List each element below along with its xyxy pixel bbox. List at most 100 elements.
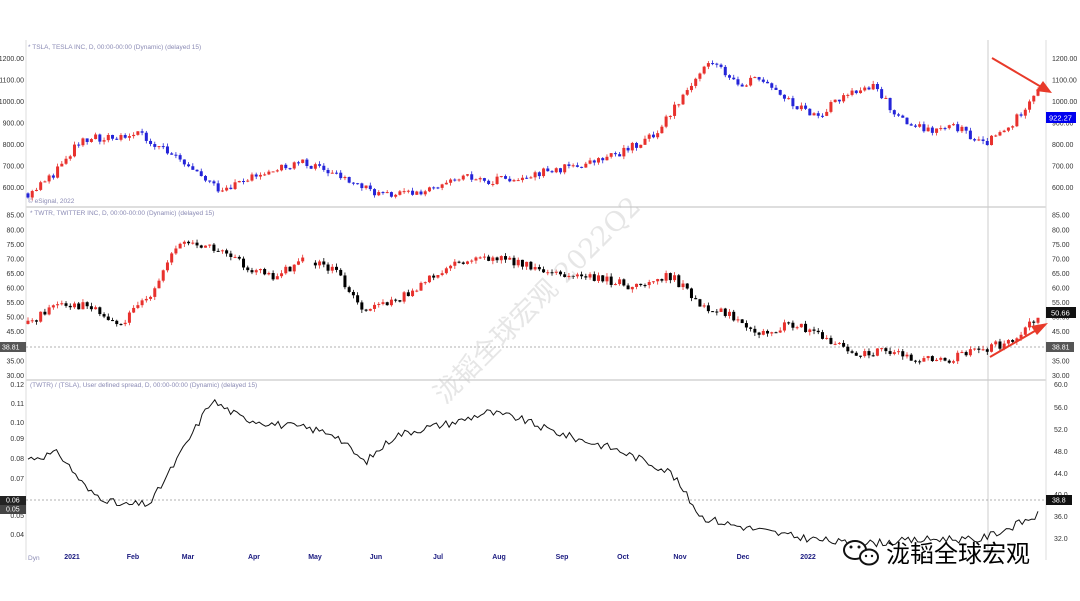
tsla-candle (56, 166, 60, 178)
tsla-candle (968, 130, 972, 140)
tsla-candle (233, 182, 237, 189)
tsla-candle (575, 165, 579, 167)
twtr-candle (111, 320, 115, 322)
tsla-candle (1028, 101, 1032, 110)
twtr-candle (998, 341, 1002, 349)
dyn-label: Dyn (28, 555, 40, 562)
tsla-candle (1032, 95, 1036, 102)
tsla-candle (618, 154, 622, 157)
tsla-candle (26, 193, 30, 198)
twtr-tick-label: 30.00 (1052, 373, 1070, 380)
tsla-candle (64, 158, 68, 164)
month-label: Aug (492, 554, 506, 561)
tsla-candle (884, 97, 888, 99)
tsla-candle (901, 115, 905, 118)
twtr-candle (749, 327, 753, 329)
twtr-candle (77, 303, 81, 310)
tsla-candle (909, 124, 913, 126)
twtr-candle (284, 266, 288, 274)
tsla-candle (191, 166, 195, 170)
twtr-candle (491, 257, 495, 261)
twtr-candle (149, 296, 153, 299)
twtr-candle (165, 262, 169, 271)
tsla-candle (609, 153, 613, 157)
twtr-candle (153, 288, 157, 297)
twtr-candle (740, 319, 744, 324)
tsla-candle (546, 168, 550, 172)
tsla-candle (520, 177, 524, 181)
twtr-candle (850, 351, 854, 353)
tsla-candle (685, 90, 689, 95)
twtr-candle (161, 270, 165, 281)
tsla-candle (601, 158, 605, 161)
tsla-candle (787, 98, 791, 100)
twtr-tick-label: 55.00 (6, 300, 24, 307)
tsla-candle (465, 174, 469, 176)
twtr-tick-label: 45.00 (6, 329, 24, 336)
spread-tick-label: 0.05 (10, 513, 24, 520)
tsla-candle (1011, 126, 1015, 128)
tsla-candle (237, 181, 241, 183)
twtr-candle (436, 274, 440, 278)
tsla-candle (136, 131, 140, 135)
twtr-tick-label: 85.00 (1052, 213, 1070, 220)
twtr-candle (258, 269, 262, 271)
tsla-candle (880, 89, 884, 99)
tsla-candle (292, 162, 296, 169)
tsla-candle (854, 90, 858, 94)
twtr-candle (271, 273, 275, 280)
tsla-candle (533, 172, 537, 178)
tsla-candle (347, 176, 351, 183)
tsla-candle (947, 125, 951, 129)
twtr-candle (609, 276, 613, 285)
tsla-candle (723, 66, 727, 76)
tsla-candle (694, 78, 698, 86)
tsla-candle (888, 97, 892, 111)
spread-badge-left-a (0, 496, 26, 505)
twtr-candle (592, 274, 596, 281)
tsla-candle (461, 175, 465, 180)
tsla-candle (753, 77, 757, 79)
twtr-candle (106, 316, 110, 321)
twtr-candle (267, 273, 271, 275)
tsla-candle (263, 174, 267, 176)
tsla-candle (364, 185, 368, 189)
tsla-price-badge (1046, 112, 1076, 123)
tsla-candle (106, 134, 110, 141)
tsla-candle (740, 84, 744, 87)
twtr-candle (461, 262, 465, 264)
tsla-tick-label-right: 1100.00 (1052, 78, 1077, 85)
twtr-candle (951, 361, 955, 363)
tsla-candle (334, 172, 338, 174)
twtr-candle (119, 324, 123, 326)
tsla-candle (592, 160, 596, 163)
twtr-tick-label: 30.00 (6, 373, 24, 380)
tsla-candle (897, 114, 901, 116)
twtr-candle (799, 323, 803, 328)
twtr-candle (123, 322, 127, 325)
tsla-candle (990, 135, 994, 146)
twtr-candle (60, 303, 64, 305)
tsla-candle (457, 179, 461, 181)
tsla-candle (72, 144, 76, 157)
twtr-tick-label: 85.00 (6, 213, 24, 220)
twtr-candle (394, 299, 398, 301)
twtr-candle (554, 271, 558, 273)
twtr-candle (237, 256, 241, 259)
tsla-candle (977, 139, 981, 141)
twtr-candle (558, 271, 562, 275)
tsla-candle (487, 180, 491, 185)
twtr-candle (449, 265, 453, 269)
twtr-candle (288, 266, 292, 272)
twtr-candle (960, 352, 964, 354)
tsla-tick-label: 1100.00 (0, 78, 24, 85)
tsla-candle (491, 183, 495, 185)
tsla-candle (115, 138, 119, 140)
twtr-candle (677, 275, 681, 288)
twtr-candle (51, 305, 55, 308)
twtr-candle (766, 330, 770, 334)
tsla-candle (698, 73, 702, 79)
month-label: Jun (370, 554, 382, 561)
tsla-candle (508, 178, 512, 182)
